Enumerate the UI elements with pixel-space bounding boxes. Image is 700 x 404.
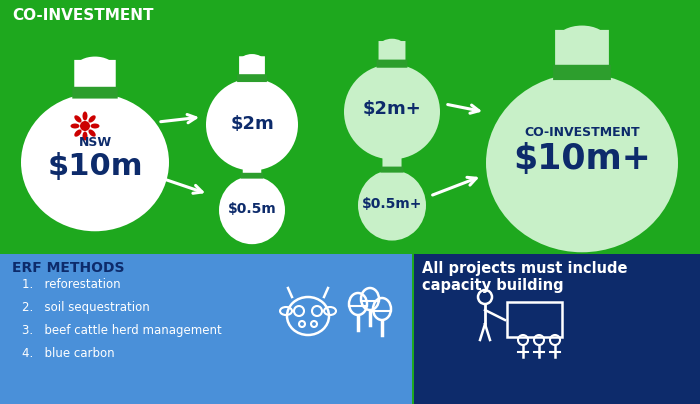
FancyBboxPatch shape — [239, 56, 265, 81]
Text: 2.   soil sequestration: 2. soil sequestration — [22, 301, 150, 314]
Ellipse shape — [358, 170, 426, 240]
Text: $2m: $2m — [230, 115, 274, 133]
Text: 4.   blue carbon: 4. blue carbon — [22, 347, 115, 360]
FancyBboxPatch shape — [377, 60, 407, 68]
Bar — [414, 254, 700, 404]
Text: CO-INVESTMENT: CO-INVESTMENT — [12, 8, 153, 23]
Ellipse shape — [88, 115, 96, 122]
Text: 3.   beef cattle herd management: 3. beef cattle herd management — [22, 324, 222, 337]
Bar — [0, 0, 700, 254]
FancyBboxPatch shape — [72, 87, 118, 99]
Text: $10m+: $10m+ — [513, 142, 651, 176]
FancyBboxPatch shape — [381, 166, 403, 173]
Ellipse shape — [486, 74, 678, 252]
FancyBboxPatch shape — [241, 173, 263, 179]
Ellipse shape — [558, 25, 606, 52]
FancyBboxPatch shape — [379, 41, 405, 67]
FancyBboxPatch shape — [74, 60, 116, 97]
Text: $10m: $10m — [48, 152, 143, 181]
FancyBboxPatch shape — [553, 65, 611, 80]
Bar — [0, 254, 412, 404]
Ellipse shape — [240, 54, 264, 67]
FancyBboxPatch shape — [237, 74, 267, 82]
Ellipse shape — [76, 57, 113, 77]
Circle shape — [80, 121, 90, 131]
Ellipse shape — [206, 79, 298, 170]
Ellipse shape — [21, 93, 169, 231]
Ellipse shape — [90, 124, 99, 128]
Ellipse shape — [384, 151, 400, 162]
Ellipse shape — [74, 129, 82, 137]
FancyBboxPatch shape — [555, 30, 609, 78]
Ellipse shape — [88, 129, 96, 137]
Ellipse shape — [380, 39, 404, 53]
Text: $0.5m: $0.5m — [228, 202, 276, 216]
Ellipse shape — [74, 115, 82, 122]
Text: ERF METHODS: ERF METHODS — [12, 261, 125, 275]
Text: NSW: NSW — [78, 135, 111, 149]
Ellipse shape — [244, 158, 260, 168]
Text: All projects must include
capacity building: All projects must include capacity build… — [422, 261, 627, 293]
Text: $0.5m+: $0.5m+ — [362, 197, 422, 211]
Text: $2m+: $2m+ — [363, 100, 421, 118]
Ellipse shape — [344, 64, 440, 159]
Text: 1.   reforestation: 1. reforestation — [22, 278, 120, 291]
FancyBboxPatch shape — [243, 160, 261, 178]
Ellipse shape — [219, 176, 285, 244]
Ellipse shape — [83, 131, 88, 141]
Text: CO-INVESTMENT: CO-INVESTMENT — [524, 126, 640, 139]
FancyBboxPatch shape — [382, 153, 402, 172]
Ellipse shape — [83, 112, 88, 120]
Ellipse shape — [71, 124, 80, 128]
Bar — [507, 302, 562, 337]
